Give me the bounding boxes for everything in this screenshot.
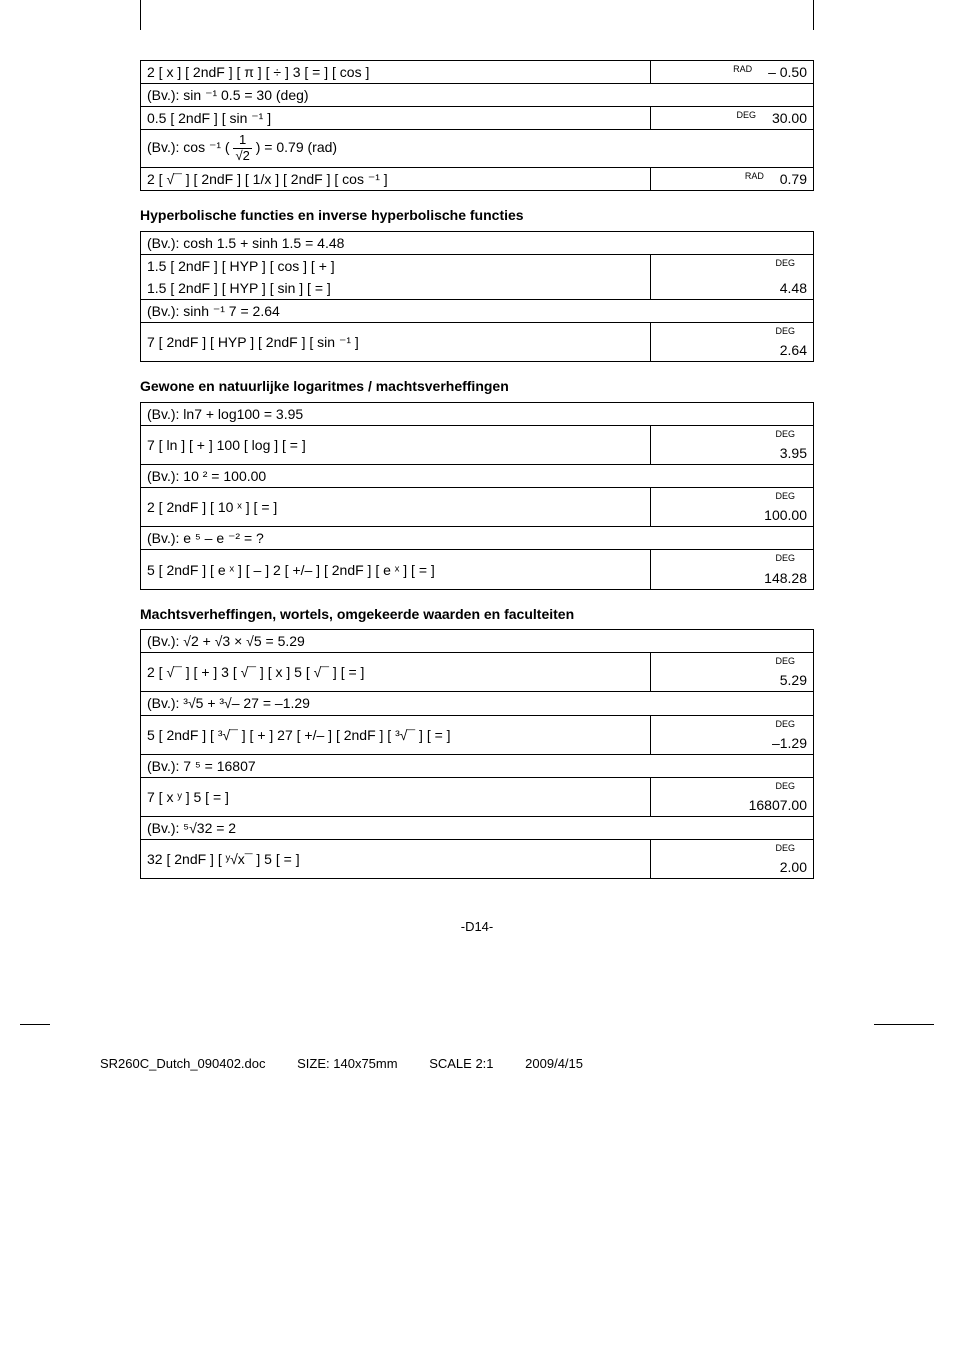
crop-mark — [20, 1024, 50, 1025]
value-cell: DEG 2.00 — [651, 840, 814, 879]
value-text: 30.00 — [772, 110, 807, 126]
table-trig: 2 [ x ] [ 2ndF ] [ π ] [ ÷ ] 3 [ = ] [ c… — [140, 60, 814, 191]
mode-label: RAD — [745, 171, 764, 181]
table-powers: (Bv.): √2 + √3 × √5 = 5.29 2 [ √¯ ] [ + … — [140, 629, 814, 879]
value-cell: RAD – 0.50 — [651, 61, 814, 84]
example-cell: (Bv.): √2 + √3 × √5 = 5.29 — [141, 630, 814, 653]
doc-date: 2009/4/15 — [525, 1056, 583, 1071]
example-cell: (Bv.): 10 ² = 100.00 — [141, 465, 814, 488]
denominator: √2 — [233, 149, 251, 164]
doc-size: SIZE: 140x75mm — [297, 1056, 397, 1071]
table-hyperbolic: (Bv.): cosh 1.5 + sinh 1.5 = 4.48 1.5 [ … — [140, 231, 814, 363]
fraction: 1 √2 — [233, 133, 251, 164]
keys-cell: 7 [ ln ] [ + ] 100 [ log ] [ = ] — [141, 425, 651, 464]
mode-label: DEG — [775, 429, 795, 439]
value-text: 0.79 — [780, 171, 807, 187]
keys-cell: 2 [ √¯ ] [ 2ndF ] [ 1/x ] [ 2ndF ] [ cos… — [141, 168, 651, 191]
mode-label: RAD — [733, 64, 752, 74]
mode-label: DEG — [775, 843, 795, 853]
value-cell: RAD 0.79 — [651, 168, 814, 191]
value-cell: DEG 30.00 — [651, 107, 814, 130]
mode-label: DEG — [775, 656, 795, 666]
value-cell: DEG 5.29 — [651, 653, 814, 692]
value-text: –1.29 — [772, 735, 807, 751]
value-text: – 0.50 — [768, 64, 807, 80]
value-text: 4.48 — [780, 280, 807, 296]
value-cell: DEG 148.28 — [651, 550, 814, 589]
keys-cell: 5 [ 2ndF ] [ e ˣ ] [ – ] 2 [ +/– ] [ 2nd… — [141, 550, 651, 589]
value-text: 148.28 — [764, 570, 807, 586]
mode-label: DEG — [737, 110, 757, 120]
mode-label: DEG — [775, 491, 795, 501]
value-text: 16807.00 — [749, 797, 807, 813]
value-cell: DEG 2.64 — [651, 323, 814, 362]
text: (Bv.): cos ⁻¹ ( — [147, 139, 233, 155]
value-cell: DEG — [651, 254, 814, 277]
example-cell: (Bv.): ln7 + log100 = 3.95 — [141, 402, 814, 425]
crop-mark — [813, 0, 814, 30]
value-cell: DEG 3.95 — [651, 425, 814, 464]
section-heading: Gewone en natuurlijke logaritmes / macht… — [140, 378, 814, 396]
keys-cell: 2 [ x ] [ 2ndF ] [ π ] [ ÷ ] 3 [ = ] [ c… — [141, 61, 651, 84]
value-text: 100.00 — [764, 507, 807, 523]
example-cell: (Bv.): e ⁵ – e ⁻² = ? — [141, 527, 814, 550]
keys-cell: 32 [ 2ndF ] [ ʸ√x¯ ] 5 [ = ] — [141, 840, 651, 879]
crop-mark — [874, 1024, 934, 1025]
example-cell: (Bv.): ³√5 + ³√– 27 = –1.29 — [141, 692, 814, 715]
page-number: -D14- — [140, 919, 814, 934]
doc-scale: SCALE 2:1 — [429, 1056, 493, 1071]
keys-cell: 5 [ 2ndF ] [ ³√¯ ] [ + ] 27 [ +/– ] [ 2n… — [141, 715, 651, 754]
text: ) = 0.79 (rad) — [256, 139, 337, 155]
mode-label: DEG — [775, 781, 795, 791]
doc-filename: SR260C_Dutch_090402.doc — [100, 1056, 266, 1071]
example-cell: (Bv.): ⁵√32 = 2 — [141, 817, 814, 840]
keys-cell: 1.5 [ 2ndF ] [ HYP ] [ sin ] [ = ] — [141, 277, 651, 300]
page-body: 2 [ x ] [ 2ndF ] [ π ] [ ÷ ] 3 [ = ] [ c… — [0, 0, 954, 974]
keys-cell: 0.5 [ 2ndF ] [ sin ⁻¹ ] — [141, 107, 651, 130]
section-heading: Hyperbolische functies en inverse hyperb… — [140, 207, 814, 225]
value-cell: DEG 100.00 — [651, 488, 814, 527]
keys-cell: 2 [ 2ndF ] [ 10 ˣ ] [ = ] — [141, 488, 651, 527]
crop-area: SR260C_Dutch_090402.doc SIZE: 140x75mm S… — [0, 1004, 954, 1114]
example-cell: (Bv.): sin ⁻¹ 0.5 = 30 (deg) — [141, 84, 814, 107]
crop-mark — [140, 0, 141, 30]
example-cell: (Bv.): 7 ⁵ = 16807 — [141, 754, 814, 777]
value-text: 2.00 — [780, 859, 807, 875]
mode-label: DEG — [775, 553, 795, 563]
keys-cell: 2 [ √¯ ] [ + ] 3 [ √¯ ] [ x ] 5 [ √¯ ] [… — [141, 653, 651, 692]
value-text: 5.29 — [780, 672, 807, 688]
example-cell: (Bv.): cosh 1.5 + sinh 1.5 = 4.48 — [141, 231, 814, 254]
mode-label: DEG — [775, 719, 795, 729]
mode-label: DEG — [775, 258, 795, 268]
value-cell: 4.48 — [651, 277, 814, 300]
table-logs: (Bv.): ln7 + log100 = 3.95 7 [ ln ] [ + … — [140, 402, 814, 590]
value-cell: DEG 16807.00 — [651, 777, 814, 816]
value-cell: DEG –1.29 — [651, 715, 814, 754]
keys-cell: 7 [ x ʸ ] 5 [ = ] — [141, 777, 651, 816]
keys-cell: 7 [ 2ndF ] [ HYP ] [ 2ndF ] [ sin ⁻¹ ] — [141, 323, 651, 362]
keys-cell: 1.5 [ 2ndF ] [ HYP ] [ cos ] [ + ] — [141, 254, 651, 277]
mode-label: DEG — [775, 326, 795, 336]
value-text: 2.64 — [780, 342, 807, 358]
numerator: 1 — [233, 133, 251, 149]
example-cell: (Bv.): sinh ⁻¹ 7 = 2.64 — [141, 300, 814, 323]
value-text: 3.95 — [780, 445, 807, 461]
section-heading: Machtsverheffingen, wortels, omgekeerde … — [140, 606, 814, 624]
example-cell: (Bv.): cos ⁻¹ ( 1 √2 ) = 0.79 (rad) — [141, 130, 814, 168]
document-info: SR260C_Dutch_090402.doc SIZE: 140x75mm S… — [100, 1056, 611, 1071]
